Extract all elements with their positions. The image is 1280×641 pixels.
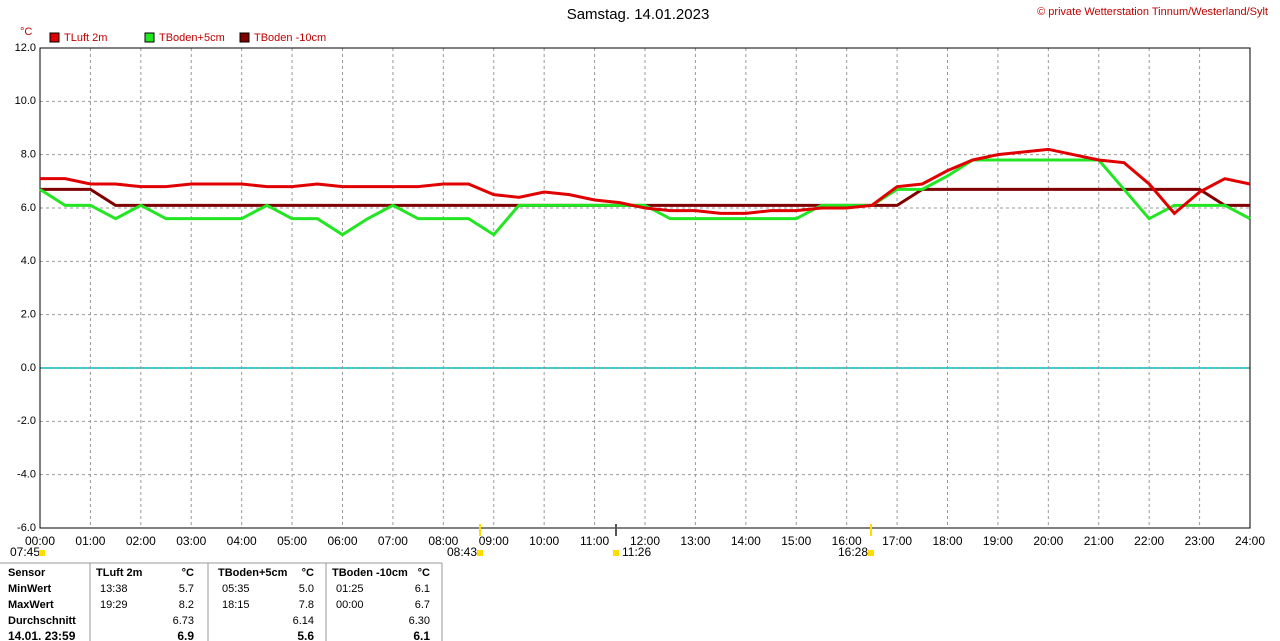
x-tick-label: 16:00 [832, 534, 862, 548]
x-tick-label: 14:00 [731, 534, 761, 548]
table-cell: Sensor [8, 567, 46, 579]
x-tick-label: 08:00 [428, 534, 458, 548]
table-cell: 7.8 [299, 599, 314, 611]
x-tick-label: 06:00 [327, 534, 357, 548]
table-cell: 6.30 [409, 615, 430, 627]
sun-time: 11:26 [622, 545, 651, 559]
x-tick-label: 03:00 [176, 534, 206, 548]
table-cell: 6.1 [415, 583, 430, 595]
plot-frame [39, 47, 1251, 529]
sun-icon [39, 550, 45, 556]
table-cell: Durchschnitt [8, 615, 76, 627]
x-tick-label: 18:00 [932, 534, 962, 548]
table-cell: MinWert [8, 583, 52, 595]
sun-time: 08:43 [447, 545, 477, 559]
x-tick-label: 22:00 [1134, 534, 1164, 548]
y-tick-label: -6.0 [17, 522, 36, 534]
y-tick-label: 12.0 [15, 42, 36, 54]
y-tick-label: -2.0 [17, 415, 36, 427]
y-tick-label: 0.0 [21, 362, 36, 374]
copyright: © private Wetterstation Tinnum/Westerlan… [1037, 6, 1268, 18]
legend-label: TLuft 2m [64, 32, 107, 44]
table-cell: °C [418, 567, 430, 579]
legend-swatch [49, 32, 60, 43]
table-cell: 00:00 [336, 599, 364, 611]
legend-swatch [144, 32, 155, 43]
table-cell: 5.7 [179, 583, 194, 595]
x-tick-label: 07:00 [378, 534, 408, 548]
x-tick-label: 21:00 [1084, 534, 1114, 548]
y-tick-label: 4.0 [21, 255, 36, 267]
x-tick-label: 09:00 [479, 534, 509, 548]
y-axis-label: °C [20, 26, 32, 38]
x-tick-label: 12:00 [630, 534, 660, 548]
x-tick-label: 10:00 [529, 534, 559, 548]
y-tick-label: 2.0 [21, 309, 36, 321]
table-cell: 19:29 [100, 599, 128, 611]
table-cell: 6.73 [173, 615, 194, 627]
table-cell: 6.14 [293, 615, 314, 627]
x-tick-label: 19:00 [983, 534, 1013, 548]
table-cell: 13:38 [100, 583, 128, 595]
sun-time: 07:45 [10, 545, 40, 559]
table-cell: 05:35 [222, 583, 250, 595]
table-cell: 6.7 [415, 599, 430, 611]
x-tick-label: 02:00 [126, 534, 156, 548]
y-tick-label: -4.0 [17, 469, 36, 481]
table-cell: 01:25 [336, 583, 364, 595]
x-tick-label: 00:00 [25, 534, 55, 548]
table-cell: °C [182, 567, 194, 579]
x-tick-label: 17:00 [882, 534, 912, 548]
x-tick-label: 11:00 [580, 534, 609, 548]
x-tick-label: 20:00 [1033, 534, 1063, 548]
y-tick-label: 10.0 [15, 95, 36, 107]
table-cell: °C [302, 567, 314, 579]
sun-icon [868, 550, 874, 556]
table-cell: TBoden+5cm [218, 567, 288, 579]
y-tick-label: 8.0 [21, 149, 36, 161]
table-cell: 8.2 [179, 599, 194, 611]
series-line [40, 147, 1251, 216]
table-cell: 6.9 [177, 629, 194, 641]
table-cell: MaxWert [8, 599, 54, 611]
sun-time: 16:28 [838, 545, 868, 559]
table-cell: 14.01. 23:59 [8, 629, 76, 641]
sun-icon [477, 550, 483, 556]
table-cell: TBoden -10cm [332, 567, 408, 579]
legend-label: TBoden -10cm [254, 32, 326, 44]
table-cell: 5.0 [299, 583, 314, 595]
x-tick-label: 05:00 [277, 534, 307, 548]
x-tick-label: 23:00 [1185, 534, 1215, 548]
sun-icon [613, 550, 619, 556]
legend-swatch [239, 32, 250, 43]
x-tick-label: 13:00 [680, 534, 710, 548]
table-cell: 6.1 [413, 629, 430, 641]
table-cell: 18:15 [222, 599, 250, 611]
series-line [39, 158, 1251, 237]
table-cell: TLuft 2m [96, 567, 143, 579]
x-tick-label: 04:00 [227, 534, 257, 548]
y-tick-label: 6.0 [21, 202, 36, 214]
x-tick-label: 24:00 [1235, 534, 1265, 548]
x-tick-label: 15:00 [781, 534, 811, 548]
chart-title: Samstag. 14.01.2023 [567, 6, 710, 23]
table-cell: 5.6 [297, 629, 314, 641]
x-tick-label: 01:00 [75, 534, 105, 548]
legend-label: TBoden+5cm [159, 32, 225, 44]
